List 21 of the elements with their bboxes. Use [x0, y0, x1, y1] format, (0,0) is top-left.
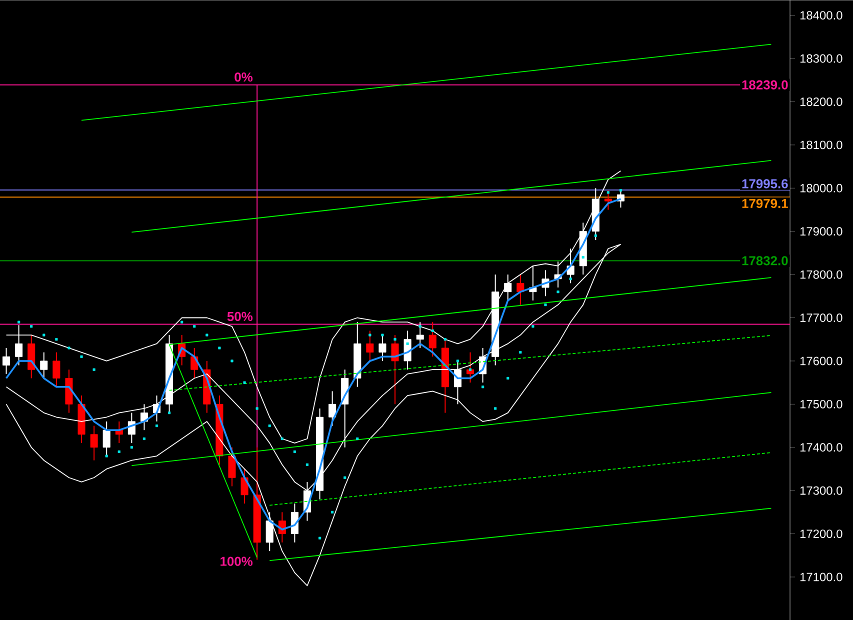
y-tick-label: 18200.0 [800, 97, 842, 106]
y-tick-label: 17900.0 [800, 226, 842, 236]
y-tick-label: 17500.0 [800, 400, 842, 408]
ref-line-label: 17832.0 [742, 256, 788, 266]
annotation: 0% [234, 72, 253, 82]
y-tick-label: 17100.0 [800, 572, 842, 582]
y-tick-label: 17200.0 [800, 529, 842, 538]
ref-line-label: 17995.6 [742, 178, 788, 188]
y-tick-label: 17300.0 [800, 486, 842, 495]
annotation: 100% [220, 556, 253, 566]
ref-line-label: 17979.1 [742, 198, 788, 208]
y-tick-label: 18000.0 [800, 184, 842, 192]
y-tick-label: 17600.0 [800, 356, 842, 365]
y-tick-label: 18400.0 [800, 10, 842, 20]
y-tick-label: 17700.0 [800, 313, 842, 322]
y-tick-label: 17800.0 [800, 270, 842, 279]
ref-line-label: 18239.0 [742, 80, 788, 90]
y-tick-label: 18100.0 [800, 140, 842, 149]
y-tick-label: 18300.0 [800, 54, 842, 63]
annotation: 50% [227, 312, 253, 321]
y-tick-label: 17400.0 [800, 442, 842, 452]
